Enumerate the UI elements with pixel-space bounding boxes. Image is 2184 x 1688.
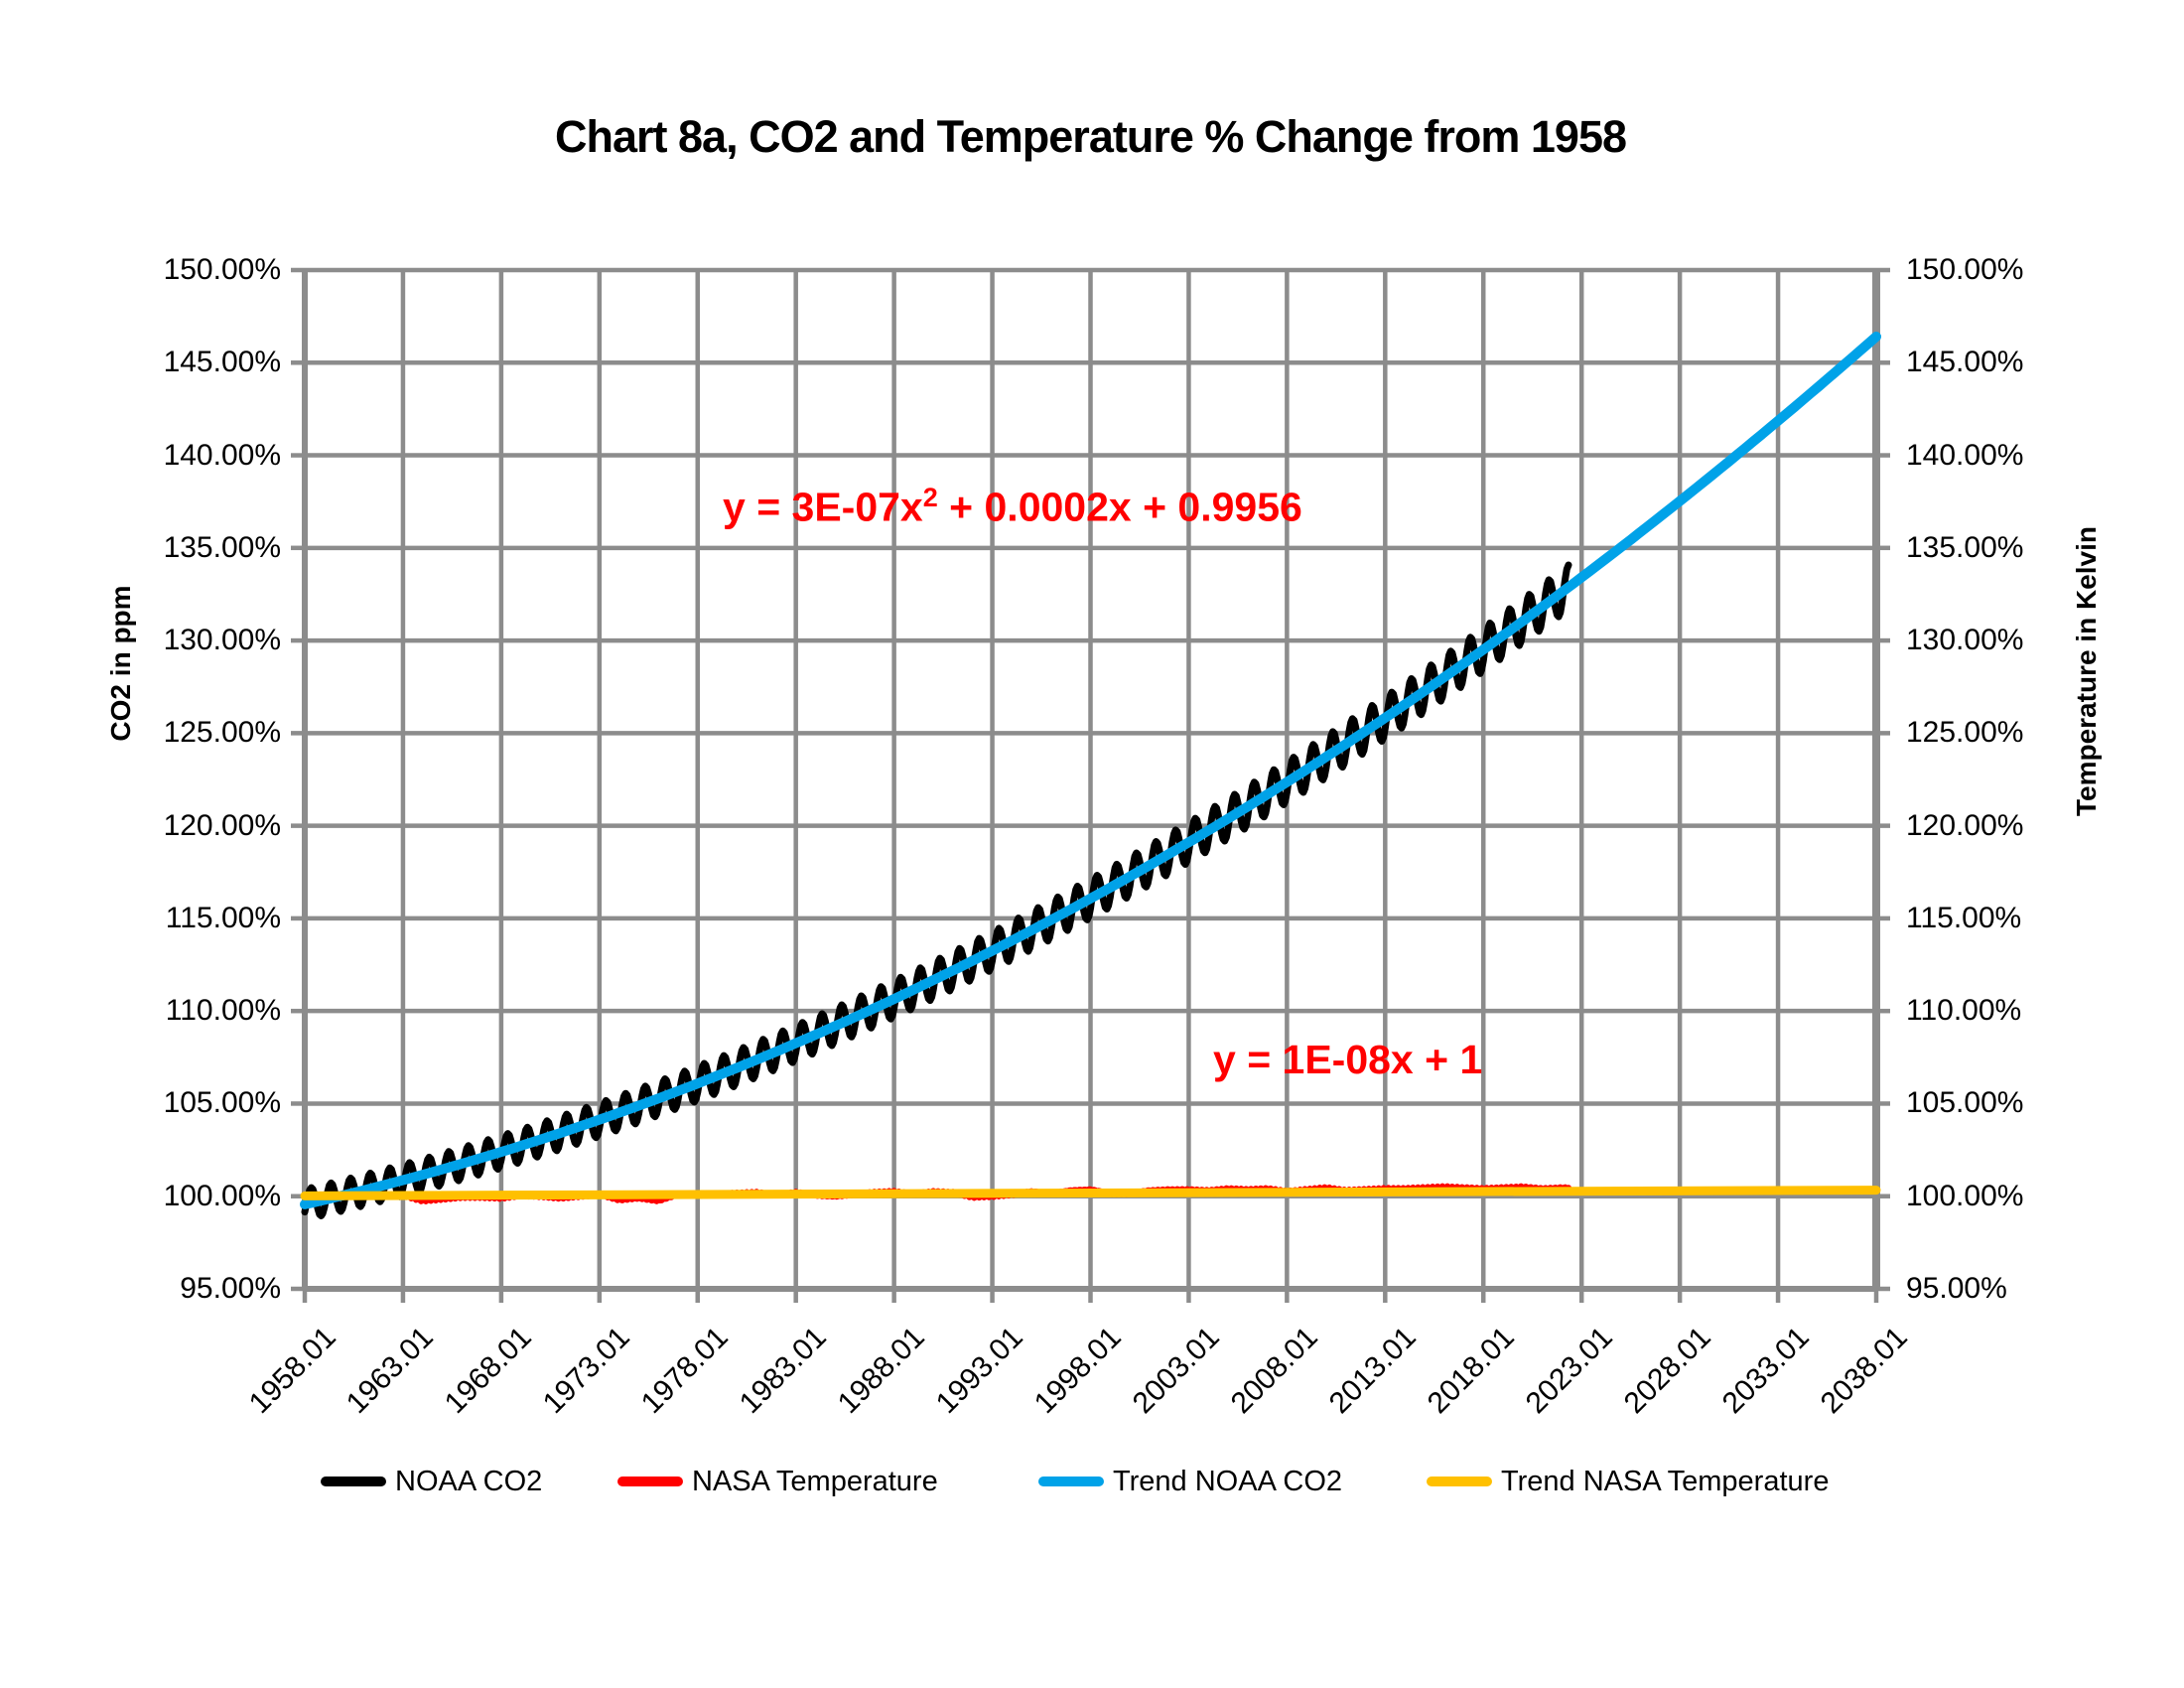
right-y-axis-label: 140.00% xyxy=(1906,438,2024,472)
legend-label: NASA Temperature xyxy=(692,1465,938,1497)
legend-line-swatch xyxy=(1038,1477,1104,1486)
co2-trend-equation: y = 3E-07x2 + 0.0002x + 0.9956 xyxy=(723,483,1302,531)
right-y-axis-label: 125.00% xyxy=(1906,716,2024,750)
right-y-axis-label: 135.00% xyxy=(1906,530,2024,564)
legend-label: NOAA CO2 xyxy=(395,1465,543,1497)
trend-nasa-temperature-line xyxy=(300,1186,1881,1200)
left-y-axis-label: 120.00% xyxy=(163,808,281,842)
temperature-trend-equation: y = 1E-08x + 1 xyxy=(1213,1037,1483,1082)
left-y-axis-label: 140.00% xyxy=(163,438,281,472)
right-y-axis-label: 100.00% xyxy=(1906,1179,2024,1212)
legend-label: Trend NASA Temperature xyxy=(1501,1465,1830,1497)
legend-label: Trend NOAA CO2 xyxy=(1113,1465,1343,1497)
equation-text: + 0.0002x + 0.9956 xyxy=(937,484,1302,530)
right-y-axis-label: 145.00% xyxy=(1906,346,2024,379)
legend-line-swatch xyxy=(321,1477,386,1486)
left-y-axis-label: 110.00% xyxy=(165,994,281,1028)
legend-item: Trend NASA Temperature xyxy=(1427,1462,1829,1501)
left-y-axis-label: 125.00% xyxy=(163,716,281,750)
left-y-axis-label: 145.00% xyxy=(163,346,281,379)
left-y-axis-label: 130.00% xyxy=(163,624,281,657)
trend-noaa-co2-line xyxy=(300,332,1881,1209)
right-y-axis-label: 115.00% xyxy=(1906,901,2022,934)
left-y-axis-label: 95.00% xyxy=(180,1272,281,1305)
legend-line-swatch xyxy=(1427,1477,1492,1486)
left-y-axis-label: 115.00% xyxy=(165,901,281,934)
left-y-axis-label: 150.00% xyxy=(163,253,281,286)
legend-item: NOAA CO2 xyxy=(321,1462,542,1501)
right-y-axis-label: 95.00% xyxy=(1906,1272,2007,1305)
noaa-co2-line xyxy=(301,561,1572,1219)
left-y-axis-label: 105.00% xyxy=(163,1086,281,1120)
chart-title: Chart 8a, CO2 and Temperature % Change f… xyxy=(555,111,1627,162)
legend-item: Trend NOAA CO2 xyxy=(1038,1462,1342,1501)
right-y-axis-label: 130.00% xyxy=(1906,624,2024,657)
left-y-axis-label: 135.00% xyxy=(163,530,281,564)
equation-text: y = 3E-07x xyxy=(723,484,923,530)
right-y-axis-label: 105.00% xyxy=(1906,1086,2024,1120)
legend-line-swatch xyxy=(617,1477,683,1486)
legend-item: NASA Temperature xyxy=(617,1462,938,1501)
right-y-axis-label: 110.00% xyxy=(1906,994,2022,1028)
right-y-axis-label: 150.00% xyxy=(1906,253,2024,286)
left-y-axis-label: 100.00% xyxy=(163,1179,281,1212)
equation-superscript: 2 xyxy=(922,483,938,512)
right-y-axis-label: 120.00% xyxy=(1906,808,2024,842)
